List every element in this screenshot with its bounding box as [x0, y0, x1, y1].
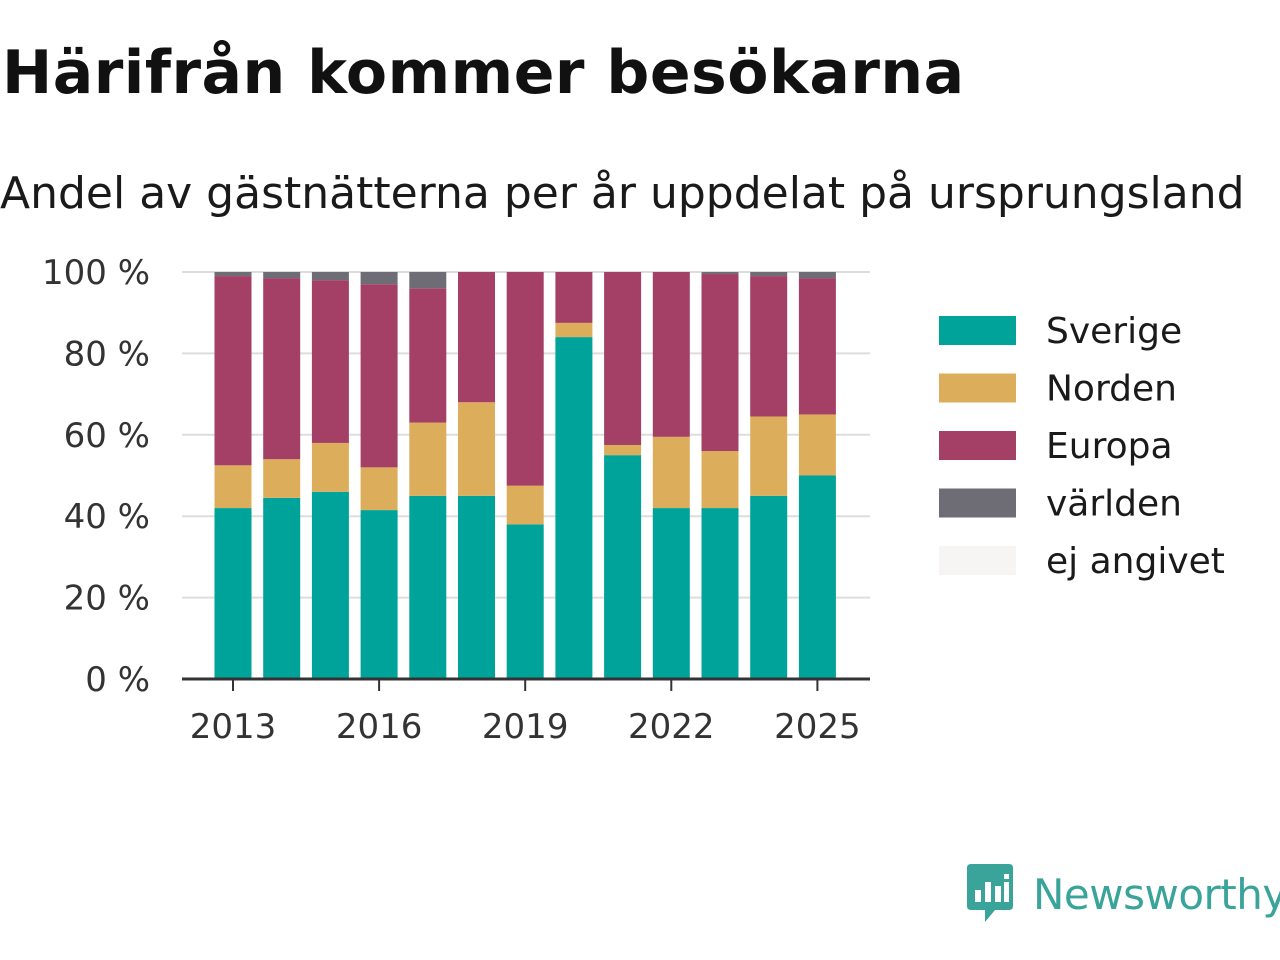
bar-segment-Norden-2021: [604, 444, 642, 456]
bar-segment-världen-2016: [360, 272, 398, 285]
bar-segment-världen-2025: [798, 272, 836, 279]
bar-segment-Sverige-2017: [409, 495, 447, 679]
chart-title: Härifrån kommer besökarna: [2, 38, 965, 108]
bar-segment-Norden-2019: [506, 485, 544, 525]
bar-segment-Europa-2021: [604, 272, 642, 445]
bar-segment-Norden-2020: [555, 322, 593, 338]
legend-swatch: [939, 546, 1016, 575]
bar-segment-Sverige-2016: [360, 510, 398, 679]
bar-segment-Norden-2013: [214, 465, 252, 509]
legend-swatch: [939, 316, 1016, 345]
stacked-bar-chart: 0 % 20 % 40 % 60 % 80 % 100 % 2013 2016 2019 202…: [42, 253, 1225, 747]
bar-segment-världen-2013: [214, 272, 252, 277]
legend-swatch: [939, 373, 1016, 403]
legend-swatch: [939, 488, 1016, 518]
bar-segment-Europa-2017: [409, 288, 447, 423]
bar-segment-Norden-2018: [458, 402, 495, 496]
bar-segment-Sverige-2018: [458, 495, 495, 679]
x-tick-label: 2022: [628, 707, 715, 747]
x-tick-label: 2019: [482, 707, 569, 747]
legend-label: Norden: [1046, 369, 1177, 410]
bar-segment-Sverige-2021: [604, 455, 642, 679]
bars: [214, 272, 836, 679]
bar-segment-Europa-2025: [798, 278, 836, 415]
bar-segment-Sverige-2025: [798, 475, 836, 679]
bar-segment-Sverige-2020: [555, 337, 593, 679]
newsworthy-logo-icon: [967, 864, 1013, 922]
chart-subtitle: Andel av gästnätterna per år uppdelat på…: [0, 168, 1245, 219]
bar-segment-Sverige-2022: [652, 508, 690, 679]
y-tick-label: 100 %: [42, 253, 150, 293]
bar-segment-Sverige-2013: [214, 508, 252, 679]
brand-name: Newsworthy: [1033, 869, 1280, 919]
bar-segment-Sverige-2019: [506, 524, 544, 679]
bar-segment-Norden-2025: [798, 414, 836, 476]
bar-segment-Europa-2023: [701, 274, 739, 452]
bar-segment-Europa-2016: [360, 284, 398, 468]
bar-segment-Europa-2015: [311, 280, 349, 443]
y-tick-label: 40 %: [64, 497, 150, 537]
bar-segment-Norden-2023: [701, 451, 739, 509]
legend-label: Sverige: [1046, 311, 1182, 352]
legend-label: världen: [1046, 484, 1182, 525]
bar-segment-Norden-2017: [409, 422, 447, 496]
bar-segment-Norden-2024: [750, 416, 788, 496]
y-tick-label: 20 %: [64, 579, 150, 619]
bar-segment-Europa-2018: [458, 272, 495, 403]
bar-segment-världen-2024: [750, 272, 788, 277]
brand: Newsworthy: [965, 864, 1280, 924]
bar-segment-världen-2017: [409, 272, 447, 289]
legend-label: Europa: [1046, 426, 1173, 467]
legend-swatch: [939, 431, 1016, 460]
bar-segment-Europa-2013: [214, 276, 252, 466]
bar-segment-världen-2014: [263, 272, 301, 279]
bar-segment-Europa-2014: [263, 278, 301, 460]
y-axis: 0 % 20 % 40 % 60 % 80 % 100 %: [42, 253, 150, 700]
bar-segment-Europa-2020: [555, 272, 593, 323]
x-axis: 2013 2016 2019 2022 2025: [182, 677, 870, 747]
bar-segment-världen-2015: [311, 272, 349, 281]
legend: Sverige Norden Europa världen ej angivet: [939, 311, 1225, 582]
bar-segment-Sverige-2015: [311, 491, 349, 679]
bar-segment-Norden-2022: [652, 436, 690, 509]
y-tick-label: 0 %: [85, 660, 150, 700]
bar-segment-Europa-2022: [652, 272, 690, 437]
legend-label: ej angivet: [1046, 541, 1225, 582]
x-tick-label: 2016: [336, 707, 423, 747]
bar-segment-världen-2023: [701, 272, 739, 275]
bar-segment-Sverige-2023: [701, 508, 739, 679]
bar-segment-Sverige-2014: [263, 497, 301, 679]
bar-segment-Europa-2019: [506, 272, 544, 486]
bar-segment-Norden-2015: [311, 442, 349, 492]
x-tick-label: 2025: [774, 707, 861, 747]
bar-segment-Norden-2014: [263, 459, 301, 498]
x-tick-label: 2013: [190, 707, 277, 747]
bar-segment-Norden-2016: [360, 467, 398, 511]
y-tick-label: 60 %: [64, 416, 150, 456]
y-tick-label: 80 %: [64, 334, 150, 374]
bar-segment-Europa-2024: [750, 276, 788, 417]
bar-segment-Sverige-2024: [750, 495, 788, 679]
